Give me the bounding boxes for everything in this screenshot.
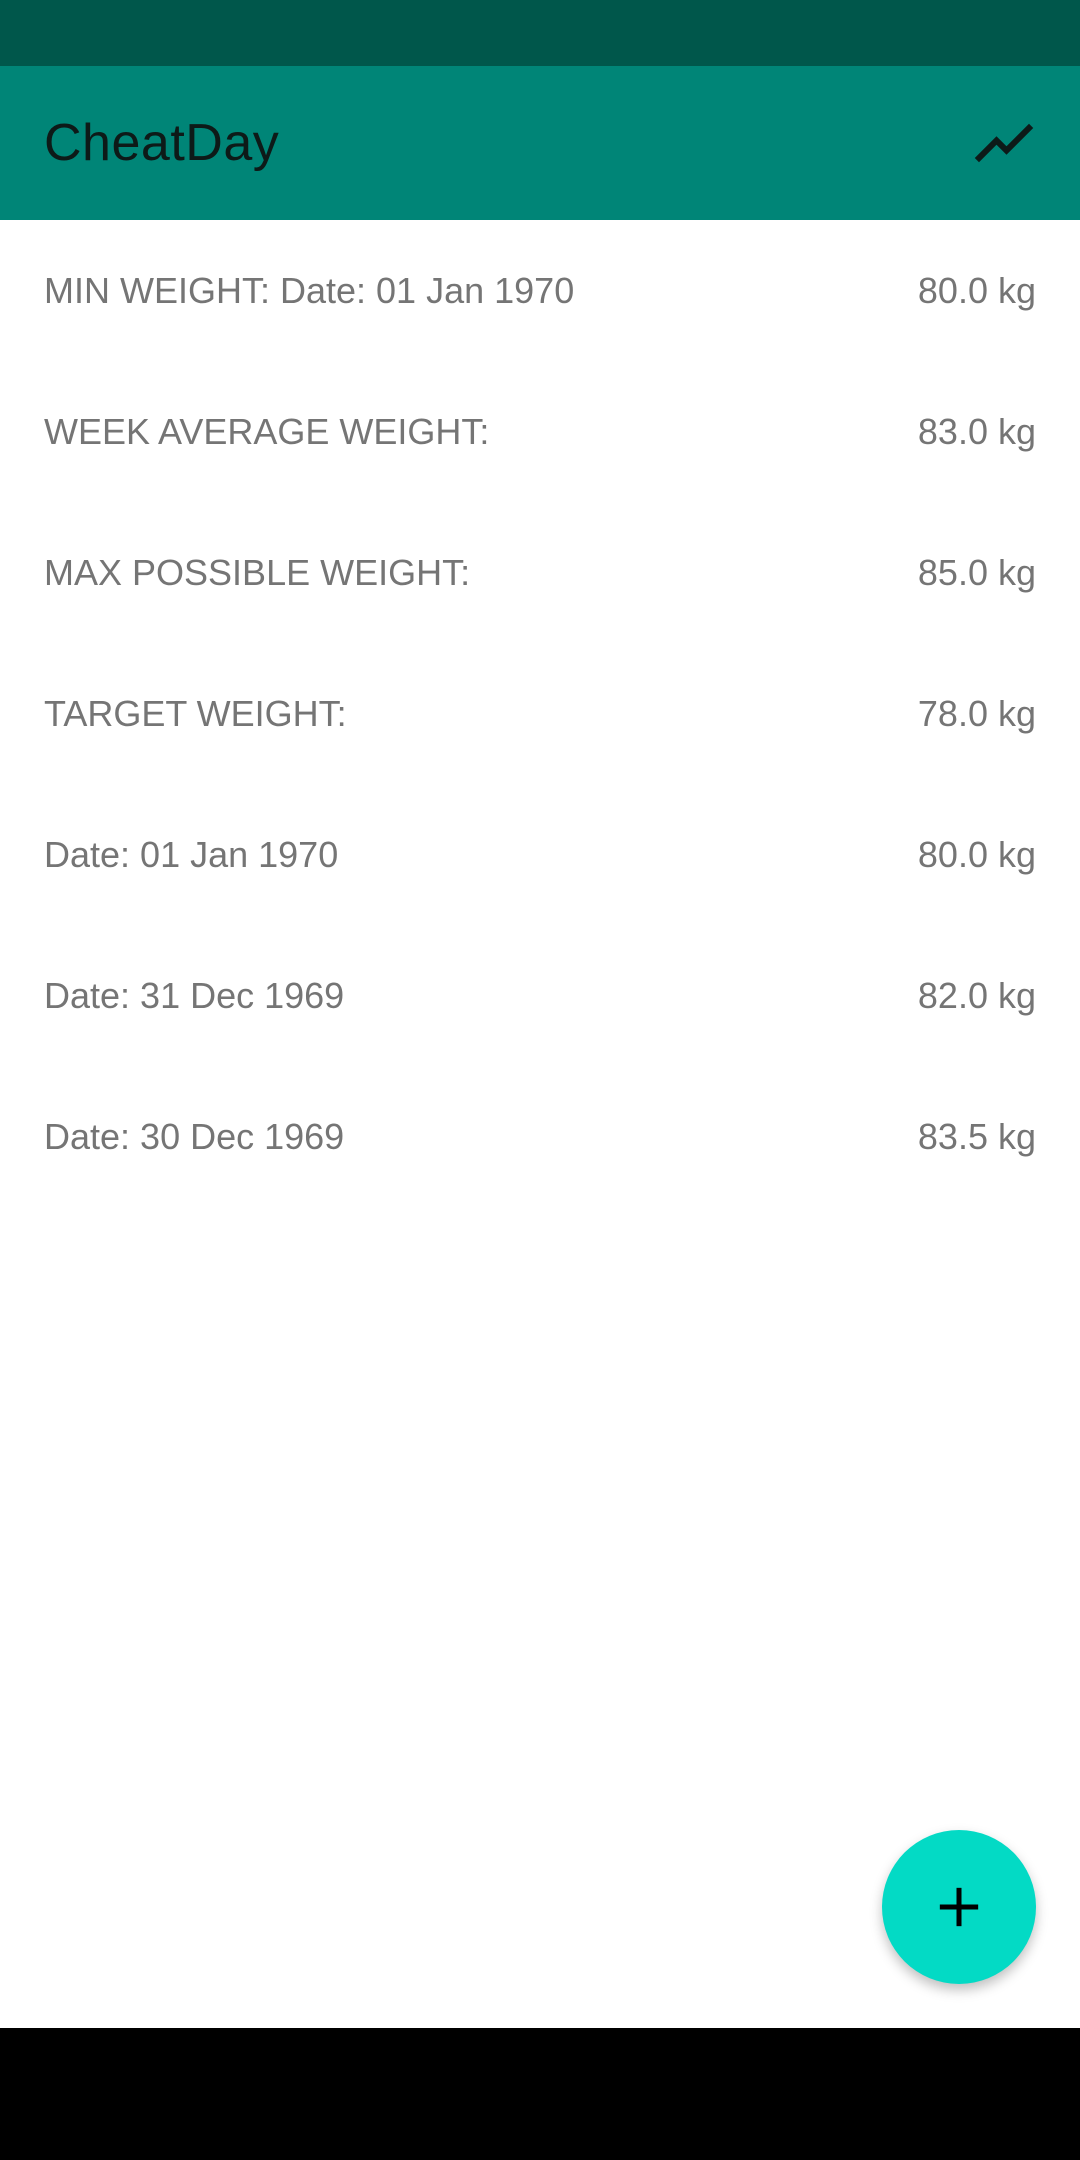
min-weight-label: MIN WEIGHT: Date: 01 Jan 1970 — [44, 269, 575, 311]
target-weight-row[interactable]: TARGET WEIGHT: 78.0 kg — [0, 643, 1080, 784]
plus-icon — [939, 1887, 979, 1927]
add-weight-button[interactable] — [882, 1830, 1036, 1984]
chart-button[interactable] — [966, 105, 1042, 181]
target-weight-label: TARGET WEIGHT: — [44, 692, 347, 734]
entry-date: Date: 01 Jan 1970 — [44, 833, 339, 875]
min-weight-row[interactable]: MIN WEIGHT: Date: 01 Jan 1970 80.0 kg — [0, 220, 1080, 361]
entry-date: Date: 31 Dec 1969 — [44, 974, 345, 1016]
navigation-bar — [0, 2028, 1080, 2160]
list-item[interactable]: Date: 31 Dec 1969 82.0 kg — [0, 925, 1080, 1066]
max-possible-row[interactable]: MAX POSSIBLE WEIGHT: 85.0 kg — [0, 502, 1080, 643]
entry-weight: 80.0 kg — [917, 833, 1036, 875]
entry-weight: 83.5 kg — [917, 1115, 1036, 1157]
max-possible-label: MAX POSSIBLE WEIGHT: — [44, 551, 471, 593]
entry-weight: 82.0 kg — [917, 974, 1036, 1016]
max-possible-value: 85.0 kg — [917, 551, 1036, 593]
app-title: CheatDay — [44, 114, 280, 172]
week-average-value: 83.0 kg — [917, 410, 1036, 452]
list-item[interactable]: Date: 01 Jan 1970 80.0 kg — [0, 784, 1080, 925]
list-item[interactable]: Date: 30 Dec 1969 83.5 kg — [0, 1066, 1080, 1207]
min-weight-value: 80.0 kg — [917, 269, 1036, 311]
entry-date: Date: 30 Dec 1969 — [44, 1115, 345, 1157]
target-weight-value: 78.0 kg — [917, 692, 1036, 734]
week-average-label: WEEK AVERAGE WEIGHT: — [44, 410, 490, 452]
app-bar: CheatDay — [0, 66, 1080, 220]
status-bar — [0, 0, 1080, 66]
trending-up-icon — [974, 123, 1034, 163]
weight-list: MIN WEIGHT: Date: 01 Jan 1970 80.0 kg WE… — [0, 220, 1080, 1207]
week-average-row[interactable]: WEEK AVERAGE WEIGHT: 83.0 kg — [0, 361, 1080, 502]
